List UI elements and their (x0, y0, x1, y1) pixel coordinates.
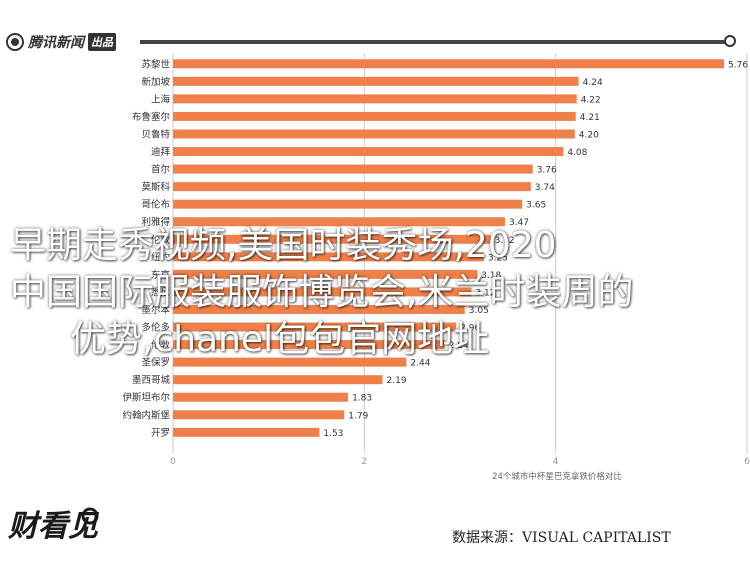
data-label: 3.12 (475, 288, 495, 298)
data-label: 3.65 (526, 201, 546, 211)
overlay-line-1: 早期走秀视频,美国时装秀场,2020 (10, 225, 557, 266)
bar (173, 392, 349, 402)
bar (173, 76, 579, 86)
bar (173, 252, 484, 262)
bar (173, 129, 575, 139)
caikanjian-logo: 财看见 (7, 507, 100, 544)
bar (173, 304, 465, 314)
category-label: 利雅得 (141, 216, 170, 228)
data-label: 4.08 (567, 148, 587, 158)
data-label: 2.96 (460, 324, 480, 334)
bar (173, 164, 533, 174)
x-axis-title: 24个城市中杯星巴克拿铁价格对比 (492, 471, 622, 482)
overlay-line-3: 优势,chanel包包官网地址 (70, 319, 490, 360)
category-label: 伦敦 (151, 339, 171, 351)
category-label: 纽约 (151, 251, 170, 263)
category-label: 苏黎世 (141, 58, 170, 70)
bar (173, 287, 472, 297)
data-label: 1.83 (352, 394, 372, 404)
bar (173, 375, 383, 385)
bar (173, 269, 478, 279)
category-label: 东京 (151, 269, 170, 281)
data-label: 4.24 (583, 78, 603, 88)
bar (173, 340, 445, 350)
data-label: 3.32 (495, 236, 515, 246)
bar (173, 427, 320, 437)
data-label: 1.79 (348, 411, 368, 421)
bar (173, 111, 576, 121)
category-label: 莫斯科 (141, 181, 170, 193)
data-label: 3.05 (469, 306, 489, 316)
logo-icon (6, 33, 24, 51)
category-label: 开罗 (151, 428, 170, 439)
x-tick-label: 2 (361, 457, 367, 467)
tencent-news-logo: 腾讯新闻 出品 (6, 30, 116, 54)
bar (173, 217, 505, 227)
data-label: 4.20 (579, 130, 599, 140)
overlay-line-2: 中国国际服装服饰博览会,米兰时装周的 (10, 272, 634, 313)
x-tick-label: 6 (744, 457, 750, 467)
category-label: 伊斯坦布尔 (122, 392, 170, 404)
category-label: 布鲁塞尔 (132, 111, 171, 123)
category-label: 悉尼 (151, 286, 170, 298)
scroll-track[interactable] (140, 40, 730, 44)
data-label: 4.21 (580, 113, 600, 123)
bar (173, 410, 345, 420)
category-label: 哥伦布 (141, 199, 170, 211)
data-label: 2.44 (410, 359, 430, 369)
data-source: 数据来源：VISUAL CAPITALIST (452, 530, 671, 546)
category-label: 首尔 (151, 164, 171, 176)
data-label: 2.19 (387, 376, 407, 386)
category-label: 多伦多 (141, 322, 170, 334)
bar (173, 94, 577, 104)
data-label: 3.25 (488, 253, 508, 263)
brand-eye-icon (81, 507, 99, 525)
category-label: 迪拜 (151, 146, 171, 158)
brand-text: 财看见 (7, 509, 100, 544)
data-label: 1.53 (323, 429, 343, 439)
data-label: 3.47 (509, 218, 529, 228)
data-label: 3.76 (537, 166, 557, 176)
category-label: 墨西哥城 (132, 375, 171, 386)
data-label: 4.22 (581, 95, 601, 105)
category-label: 约翰内斯堡 (122, 409, 170, 421)
data-label: 2.84 (449, 341, 469, 351)
bar-chart: 0 2 4 6 苏黎世 5.76 新加坡 4.24 上海 4.22 布鲁塞尔 4.21 贝鲁特 4.20 迪… (122, 53, 750, 482)
logo-badge: 出品 (88, 33, 116, 51)
category-label: 新加坡 (141, 76, 170, 88)
bar (173, 199, 523, 209)
x-tick-label: 4 (553, 457, 559, 467)
bar (173, 234, 491, 244)
x-tick-label: 0 (170, 457, 176, 467)
scroll-thumb[interactable] (724, 35, 736, 47)
bar (173, 322, 457, 332)
data-label: 3.18 (481, 271, 501, 281)
bar (173, 59, 725, 69)
bar (173, 147, 564, 157)
logo-text: 腾讯新闻 (28, 35, 84, 51)
data-label: 3.74 (535, 183, 555, 193)
category-label: 上海 (151, 93, 171, 105)
bar (173, 182, 531, 192)
data-label: 5.76 (728, 60, 748, 70)
category-label: 伦敦 (151, 234, 171, 246)
bar (173, 357, 407, 367)
category-label: 贝鲁特 (141, 128, 170, 140)
category-label: 圣保罗 (141, 357, 170, 369)
category-label: 墨尔本 (141, 304, 170, 316)
